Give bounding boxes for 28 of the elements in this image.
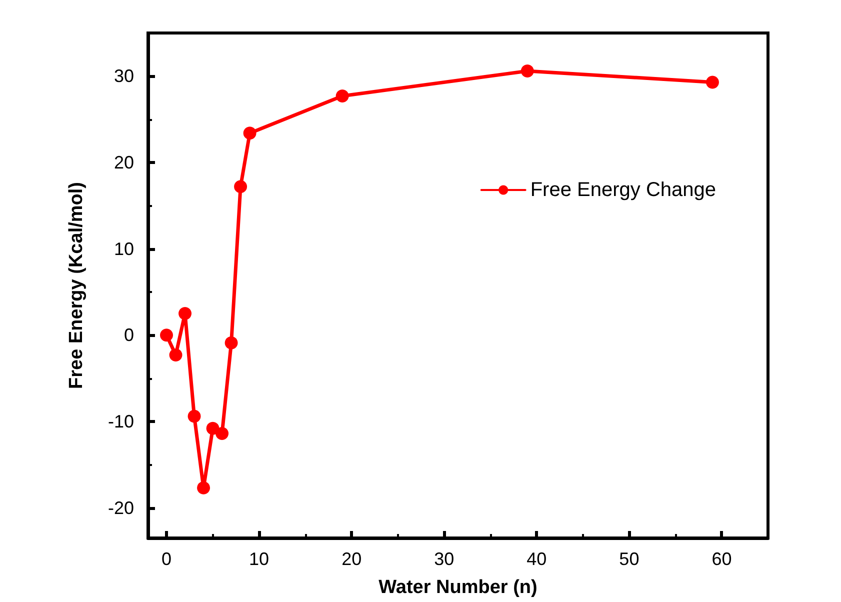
point: [178, 307, 192, 320]
y-tick-label: 30: [114, 66, 134, 86]
x-tick-label: 20: [342, 549, 362, 569]
x-tick-label: 0: [162, 549, 172, 569]
point: [520, 64, 534, 78]
x-tick-label: 30: [434, 549, 454, 569]
y-axis-title: Free Energy (Kcal/mol): [66, 182, 87, 389]
y-tick-label: -20: [108, 498, 134, 518]
x-tick-label: 40: [526, 549, 547, 569]
point: [224, 336, 238, 350]
y-tick-label: 0: [124, 325, 134, 346]
point: [234, 180, 248, 194]
point: [169, 348, 182, 362]
y-tick-label: 20: [114, 152, 134, 172]
y-tick-label: 10: [114, 238, 134, 259]
point: [243, 126, 256, 140]
point: [336, 90, 349, 103]
x-tick-label: 60: [712, 549, 732, 569]
legend-label: Free Energy Change: [530, 179, 716, 201]
point: [188, 410, 201, 423]
x-tick-label: 50: [619, 549, 640, 569]
point: [160, 328, 174, 342]
point: [216, 427, 229, 440]
point: [706, 76, 719, 89]
y-tick-label: -10: [108, 411, 134, 432]
x-axis-title: Water Number (n): [378, 577, 538, 598]
x-tick-label: 10: [249, 549, 270, 569]
point: [197, 481, 210, 494]
